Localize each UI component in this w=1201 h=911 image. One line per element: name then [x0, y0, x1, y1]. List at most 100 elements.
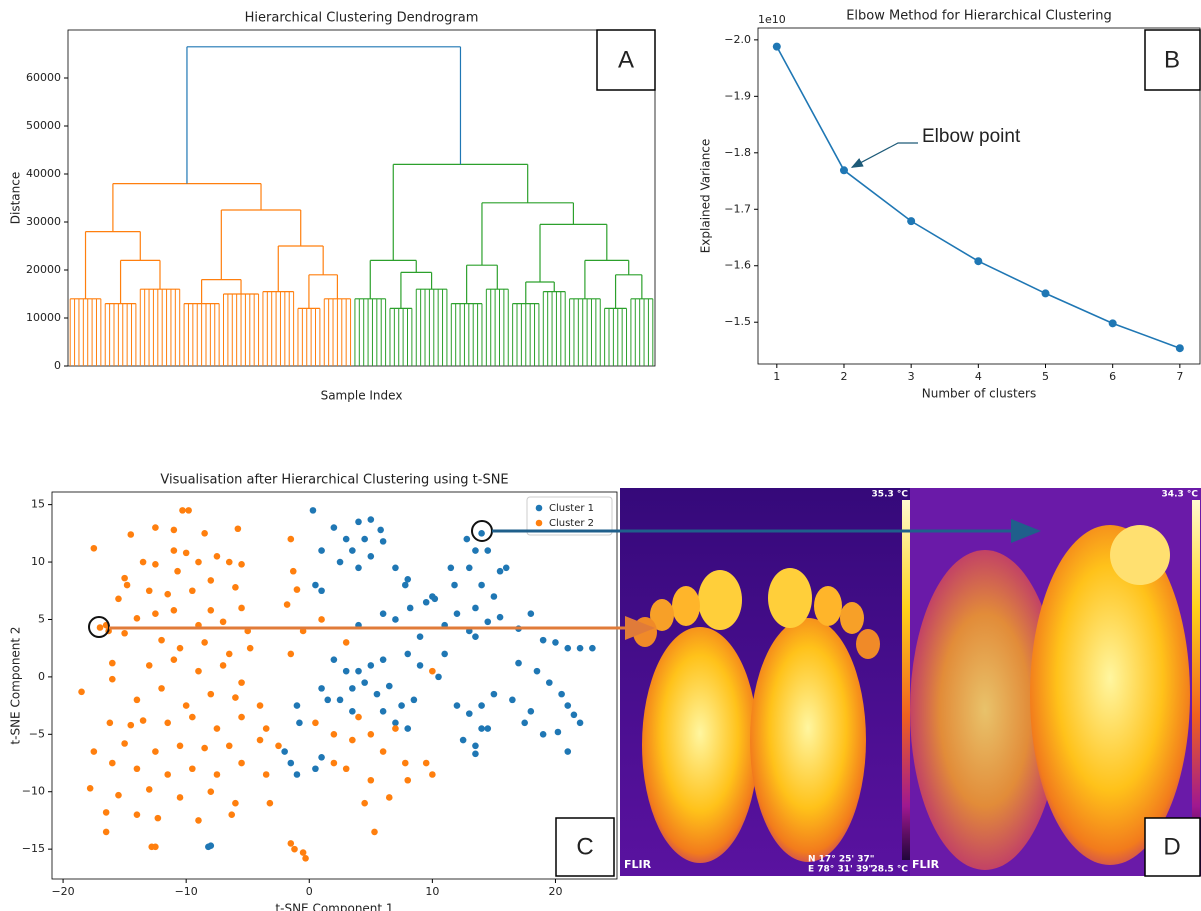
point	[318, 587, 325, 595]
legend-label: Cluster 1	[549, 503, 594, 514]
point	[377, 526, 384, 534]
point	[152, 524, 159, 531]
min-temp: 28.5 °C	[872, 865, 909, 875]
point	[185, 507, 192, 514]
point	[207, 577, 215, 584]
point	[974, 257, 983, 266]
point	[459, 736, 467, 744]
x-tick-label: 7	[1176, 370, 1183, 383]
panel-label: C	[576, 833, 593, 860]
point	[342, 667, 350, 675]
point	[182, 702, 190, 709]
point	[152, 843, 159, 851]
point	[170, 606, 178, 614]
point	[496, 613, 504, 621]
point	[139, 717, 147, 724]
point	[355, 713, 362, 721]
point	[287, 759, 295, 767]
point	[154, 814, 162, 822]
point	[465, 564, 473, 572]
point	[355, 518, 362, 526]
point	[463, 535, 471, 543]
point	[367, 516, 375, 523]
point	[275, 742, 282, 750]
x-tick-label: 2	[840, 370, 847, 383]
point	[349, 708, 356, 715]
point	[102, 828, 110, 836]
point	[429, 771, 436, 778]
line	[776, 46, 1181, 349]
point	[451, 581, 458, 589]
y-tick-label: 20000	[26, 263, 61, 276]
point	[115, 595, 122, 603]
point	[228, 811, 236, 818]
point	[453, 610, 461, 618]
point	[189, 713, 196, 721]
point	[330, 759, 338, 767]
point	[182, 549, 190, 557]
point	[527, 610, 535, 618]
y-tick-label: 10	[31, 555, 45, 568]
point	[404, 650, 412, 658]
point	[262, 725, 270, 732]
point	[318, 547, 325, 554]
point	[422, 598, 430, 606]
point	[287, 840, 295, 847]
point	[336, 696, 344, 704]
point	[201, 530, 208, 537]
point	[355, 564, 362, 572]
point	[287, 650, 295, 658]
point	[219, 662, 227, 669]
panel-label: A	[618, 46, 634, 73]
brand: FLIR	[624, 858, 652, 871]
point	[502, 564, 510, 572]
point	[570, 711, 578, 719]
point	[496, 567, 504, 575]
point	[86, 784, 94, 792]
point	[392, 725, 399, 732]
point	[478, 702, 485, 709]
point	[379, 656, 387, 663]
point	[121, 574, 128, 582]
point	[293, 771, 301, 778]
point	[234, 525, 242, 533]
y-tick-label: −10	[22, 785, 45, 798]
point	[472, 604, 479, 612]
point	[392, 564, 399, 572]
point	[410, 696, 418, 704]
point	[521, 719, 528, 727]
point	[106, 719, 114, 727]
gps: N 17° 25' 37"	[808, 855, 874, 865]
panel-labels: A B C D	[555, 29, 1201, 877]
x-tick-label: −10	[175, 885, 198, 898]
y-tick-label: 30000	[26, 215, 61, 228]
point	[558, 690, 565, 698]
point	[312, 581, 319, 589]
x-axis-label: t-SNE Component 1	[275, 902, 393, 911]
point	[170, 526, 178, 534]
color-bar	[902, 500, 910, 860]
x-tick-label: 5	[1042, 370, 1049, 383]
offset-label: 1e10	[758, 13, 786, 26]
point	[385, 682, 393, 690]
point	[576, 719, 584, 727]
point	[447, 564, 455, 572]
point	[238, 679, 245, 686]
point	[109, 659, 116, 667]
point	[207, 606, 215, 614]
point	[484, 618, 492, 626]
point	[127, 721, 135, 729]
point	[123, 581, 131, 589]
point	[515, 659, 522, 667]
point	[238, 561, 245, 568]
y-tick-label: −1.5	[724, 315, 751, 328]
point	[133, 615, 141, 622]
point	[283, 601, 291, 608]
plot-frame	[67, 29, 656, 367]
point	[539, 636, 547, 644]
point	[406, 604, 414, 612]
point	[176, 794, 184, 801]
chart-title: Hierarchical Clustering Dendrogram	[245, 11, 479, 26]
chart-title: Visualisation after Hierarchical Cluster…	[160, 473, 508, 488]
point	[225, 558, 233, 566]
